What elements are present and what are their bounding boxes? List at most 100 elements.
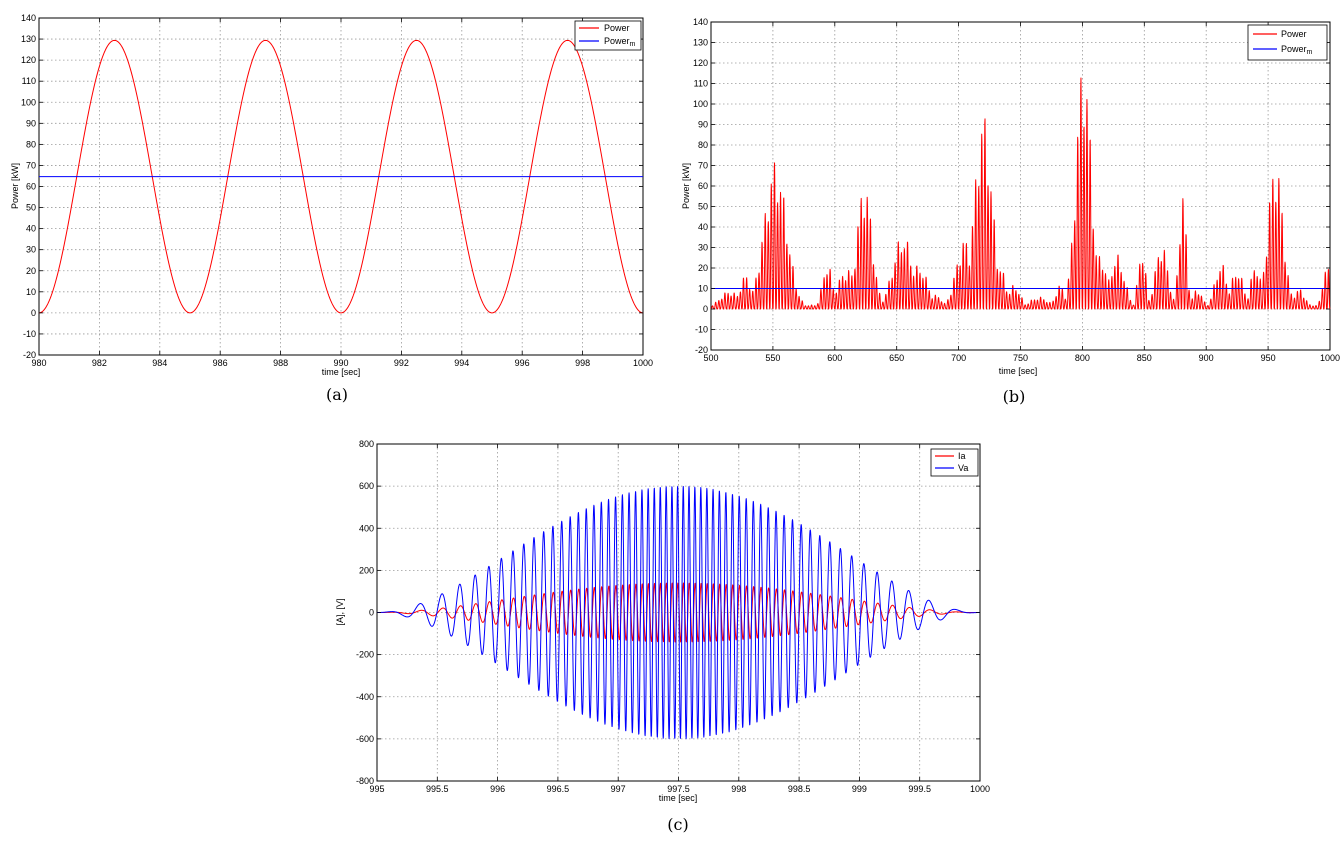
y-tick-label: 90 (698, 120, 708, 130)
x-tick-label: 800 (1075, 353, 1090, 363)
x-tick-label: 1000 (970, 784, 990, 794)
y-tick-label: 40 (26, 224, 36, 234)
y-tick-label: 120 (21, 55, 36, 65)
x-tick-label: 999.5 (908, 784, 931, 794)
y-tick-label: 110 (694, 79, 708, 89)
y-tick-label: 60 (26, 182, 36, 192)
series-line-power-b (710, 77, 1331, 310)
y-tick-label: 60 (698, 181, 708, 191)
series-b (710, 77, 1331, 310)
y-tick-label: 0 (31, 308, 36, 318)
legend-label-va-c: Va (958, 463, 968, 473)
x-tick-label: 982 (92, 358, 107, 368)
x-tick-label: 988 (273, 358, 288, 368)
series-a (38, 39, 644, 314)
y-tick-label: 0 (703, 304, 708, 314)
gridlines-a (39, 18, 643, 355)
x-tick-label: 550 (765, 353, 780, 363)
y-tick-label: 40 (698, 222, 708, 232)
y-tick-label: -400 (356, 692, 374, 702)
legend-label-ia-c: Ia (958, 451, 966, 461)
x-tick-label: 1000 (1320, 353, 1340, 363)
y-axis-label-a: Power [kW] (10, 163, 20, 209)
x-tick-label: 996 (515, 358, 530, 368)
x-tick-label: 700 (951, 353, 966, 363)
y-tick-label: 80 (26, 139, 36, 149)
legend-b: Power Powerm (1247, 24, 1328, 61)
x-tick-label: 500 (703, 353, 718, 363)
x-tick-label: 998.5 (788, 784, 811, 794)
y-tick-label: 400 (359, 523, 374, 533)
y-tick-label: 110 (22, 76, 36, 86)
y-tick-label: 130 (693, 38, 708, 48)
legend-label-powerm-b: Powerm (1281, 44, 1313, 56)
ticks-c: 995 995.5 996 996.5 997 997.5 998 998.5 999 999.5… (356, 439, 990, 794)
y-tick-label: -800 (356, 776, 374, 786)
x-tick-label: 996.5 (547, 784, 570, 794)
x-tick-label: 900 (1199, 353, 1214, 363)
y-tick-label: -600 (356, 734, 374, 744)
y-tick-label: 50 (698, 202, 708, 212)
caption-a: (a) (326, 385, 348, 404)
y-tick-label: 30 (698, 243, 708, 253)
x-tick-label: 600 (827, 353, 842, 363)
x-tick-label: 997.5 (667, 784, 690, 794)
y-axis-label-b: Power [kW] (681, 163, 691, 209)
y-tick-label: 70 (698, 161, 708, 171)
y-tick-label: 80 (698, 140, 708, 150)
legend-label-power-b: Power (1281, 29, 1307, 39)
x-axis-label-b: time [sec] (999, 366, 1038, 376)
x-axis-label-c: time [sec] (659, 793, 698, 803)
legend-box-b (1247, 24, 1328, 61)
y-tick-label: 140 (693, 17, 708, 27)
x-tick-label: 998 (575, 358, 590, 368)
x-tick-label: 1000 (633, 358, 653, 368)
x-tick-label: 990 (333, 358, 348, 368)
y-tick-label: 20 (698, 263, 708, 273)
series-c (376, 485, 981, 740)
y-tick-label: 10 (26, 287, 36, 297)
x-tick-label: 986 (213, 358, 228, 368)
x-tick-label: 998 (731, 784, 746, 794)
x-tick-label: 650 (889, 353, 904, 363)
ticks-a: 980 982 984 986 988 990 992 994 996 998 1000-20-10… (21, 13, 653, 368)
x-tick-label: 997 (611, 784, 626, 794)
y-tick-label: 0 (369, 608, 374, 618)
y-tick-label: 130 (21, 34, 36, 44)
caption-c: (c) (667, 815, 688, 834)
y-tick-label: 90 (26, 118, 36, 128)
x-tick-label: 996 (490, 784, 505, 794)
legend-a: Power Powerm (574, 20, 642, 51)
x-axis-label-a: time [sec] (322, 367, 361, 377)
legend-label-powerm-a: Powerm (604, 36, 636, 48)
ticks-b: 500 550 600 650 700 750 800 850 900 950 1000-20-10… (693, 17, 1340, 363)
y-tick-label: -20 (23, 350, 36, 360)
legend-box-c (930, 448, 979, 477)
y-tick-label: 120 (693, 58, 708, 68)
x-tick-label: 980 (31, 358, 46, 368)
legend-box-a (574, 20, 642, 51)
y-tick-label: 600 (359, 481, 374, 491)
y-tick-label: -10 (23, 329, 36, 339)
legend-label-power-a: Power (604, 23, 630, 33)
y-tick-label: 100 (693, 99, 708, 109)
x-tick-label: 999 (852, 784, 867, 794)
chart-panel-a: 980 982 984 986 988 990 992 994 996 998 1000-20-10… (10, 13, 653, 404)
y-tick-label: 50 (26, 203, 36, 213)
y-tick-label: 20 (26, 266, 36, 276)
y-tick-label: 30 (26, 245, 36, 255)
x-tick-label: 984 (152, 358, 167, 368)
x-tick-label: 750 (1013, 353, 1028, 363)
y-axis-label-c: [A], [V] (335, 598, 345, 625)
y-tick-label: 800 (359, 439, 374, 449)
caption-b: (b) (1003, 387, 1026, 406)
x-tick-label: 995 (369, 784, 384, 794)
x-tick-label: 994 (454, 358, 469, 368)
y-tick-label: 100 (21, 97, 36, 107)
y-tick-label: 140 (21, 13, 36, 23)
y-tick-label: -200 (356, 650, 374, 660)
x-tick-label: 850 (1137, 353, 1152, 363)
chart-panel-c: 995 995.5 996 996.5 997 997.5 998 998.5 999 999.5… (335, 439, 990, 834)
legend-c: Ia Va (930, 448, 979, 477)
